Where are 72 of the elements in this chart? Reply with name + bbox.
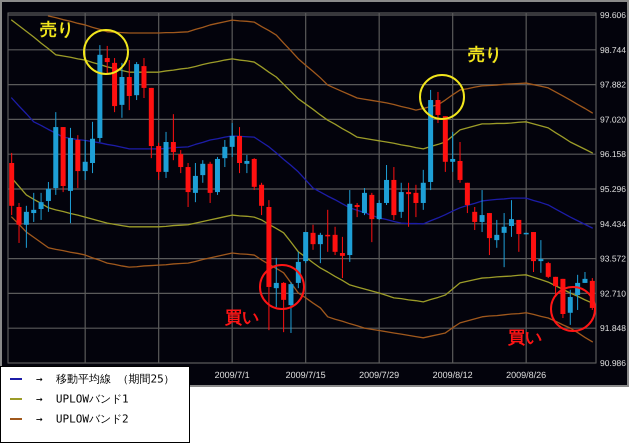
candlestick — [31, 192, 36, 222]
line-series — [11, 19, 593, 154]
y-tick-label: 91.848 — [600, 323, 626, 334]
candlestick — [24, 205, 29, 248]
y-tick-label: 92.710 — [600, 288, 626, 298]
candlestick — [104, 45, 110, 74]
candlestick — [384, 164, 390, 206]
candlestick — [340, 236, 345, 279]
candlestick — [281, 282, 286, 333]
y-tick-label: 99.606 — [600, 10, 626, 20]
candlestick — [222, 139, 228, 168]
y-tick-label: 98.744 — [600, 44, 626, 55]
candlestick — [406, 182, 412, 228]
candlestick — [46, 181, 51, 212]
candlestick — [259, 182, 264, 216]
legend-label: → UPLOWバンド2 — [36, 412, 129, 426]
y-tick-label: 90.986 — [600, 358, 626, 368]
y-tick-label: 94.434 — [600, 218, 626, 229]
candlestick — [413, 184, 418, 218]
annotation: 売り — [468, 45, 502, 65]
y-tick-label: 97.882 — [600, 80, 626, 90]
candlestick — [244, 154, 250, 174]
candlestick — [458, 142, 463, 184]
candlestick — [38, 192, 44, 220]
candlestick — [178, 150, 184, 174]
candlestick — [435, 91, 440, 124]
candlestick — [582, 272, 588, 284]
annotation: 買い — [224, 308, 259, 328]
candlestick — [538, 240, 544, 274]
candlestick — [274, 257, 279, 308]
candlestick — [126, 60, 132, 111]
line-series — [11, 97, 593, 229]
candlestick — [568, 289, 573, 326]
candlestick — [502, 212, 507, 268]
candlestick — [464, 182, 470, 214]
y-tick-label: 97.020 — [600, 114, 626, 124]
y-tick-label: 93.572 — [600, 254, 626, 264]
candlestick — [494, 219, 500, 248]
annotation: 売り — [40, 20, 74, 40]
x-tick-label: 2009/8/12 — [432, 370, 473, 380]
candlestick — [288, 282, 294, 334]
candlestick — [310, 224, 316, 250]
candlestick — [325, 209, 330, 252]
x-tick-label: 2009/7/1 — [214, 370, 250, 380]
legend-label: → 移動平均線 （期間25） — [36, 372, 175, 386]
candlestick — [318, 232, 323, 264]
candlestick — [354, 202, 360, 218]
y-tick-label: 95.296 — [600, 184, 626, 194]
candlestick — [480, 190, 485, 233]
x-tick-label: 2009/8/26 — [506, 370, 546, 380]
candlestick — [332, 226, 338, 256]
candlestick — [230, 122, 235, 158]
candlestick — [508, 200, 514, 238]
candlestick — [362, 188, 367, 216]
y-tick-label: 96.158 — [600, 149, 626, 160]
candlestick — [192, 162, 198, 203]
candlestick — [82, 139, 88, 180]
x-tick-label: 2009/7/15 — [286, 370, 326, 380]
candlestick — [200, 160, 206, 184]
candlestick — [516, 219, 522, 252]
candlestick — [546, 261, 551, 279]
candlestick — [450, 131, 456, 172]
candlestick — [420, 169, 426, 210]
annotation: 買い — [507, 328, 542, 348]
candlestick — [16, 202, 22, 244]
candlestick — [472, 206, 478, 231]
legend-label: → UPLOWバンド1 — [36, 392, 129, 406]
candlestick — [141, 58, 146, 99]
x-tick-label: 2009/7/29 — [359, 370, 400, 380]
candlestick — [376, 200, 382, 220]
candlestick — [170, 114, 176, 161]
candlestick — [398, 182, 404, 218]
